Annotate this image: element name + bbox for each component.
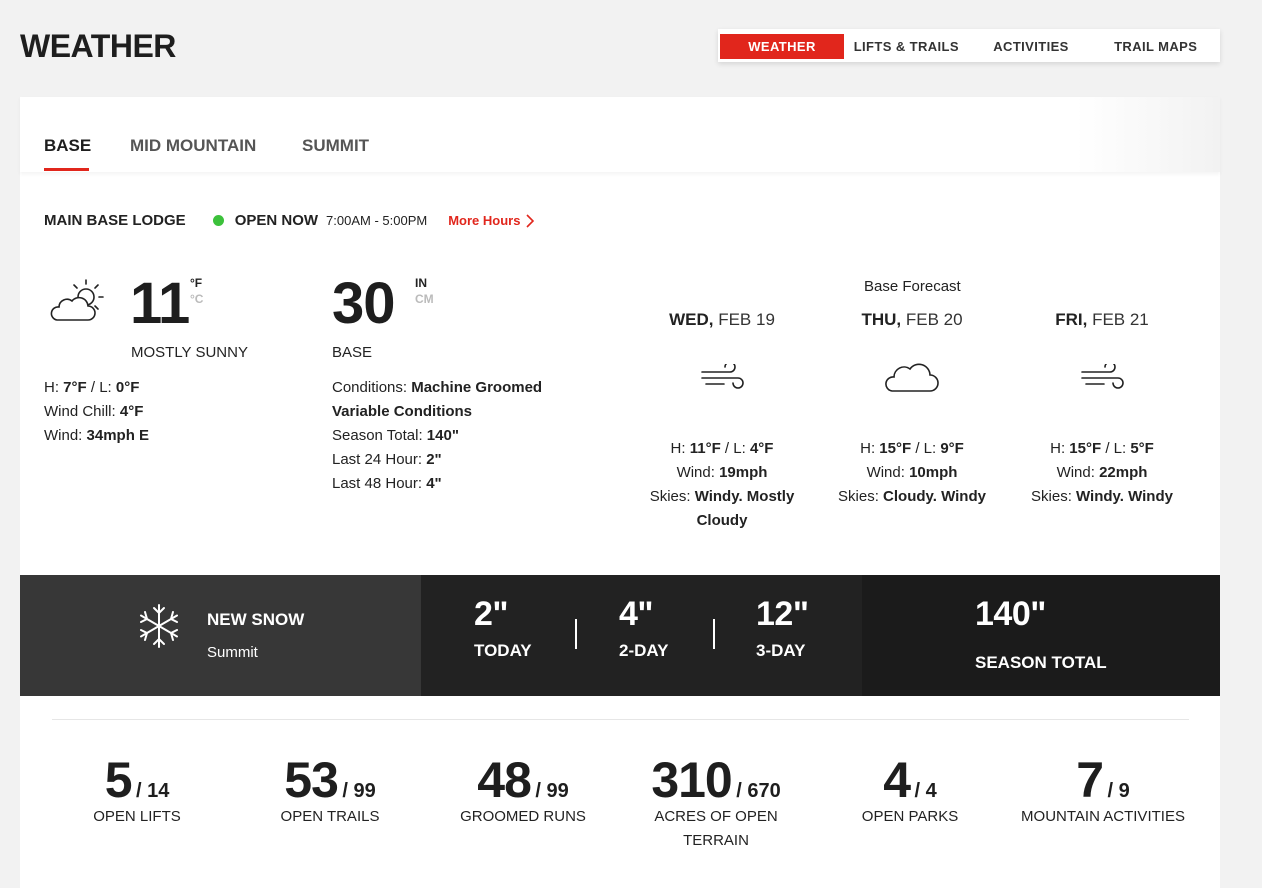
stat-label: ACRES OF OPEN xyxy=(654,808,778,825)
last-24-hour: Last 24 Hour: 2" xyxy=(332,451,442,468)
base-conditions: Conditions: Machine Groomed xyxy=(332,379,543,396)
tab-mid-mountain[interactable]: MID MOUNTAIN xyxy=(130,136,257,155)
forecast-day: FRI, FEB 21 H: 15°F / L: 5°F Wind: 22mph… xyxy=(1007,310,1197,509)
snow-2day-label: 2-DAY xyxy=(619,641,669,660)
forecast-details: H: 11°F / L: 4°F Wind: 19mph Skies: Wind… xyxy=(649,440,795,529)
forecast-date: THU, FEB 20 xyxy=(861,310,963,329)
forecast-date: FRI, FEB 21 xyxy=(1055,310,1149,329)
base-depth: 30 xyxy=(332,271,396,336)
top-nav: WEATHER LIFTS & TRAILS ACTIVITIES TRAIL … xyxy=(718,29,1220,62)
season-total-value: 140" xyxy=(975,595,1046,633)
active-tab-indicator xyxy=(44,168,89,171)
stat-value: 7 xyxy=(1076,752,1104,808)
snow-3day-value: 12" xyxy=(756,595,809,633)
unit-inches[interactable]: IN xyxy=(415,276,427,290)
current-wind-chill: Wind Chill: 4°F xyxy=(44,403,144,420)
stat-label-2: TERRAIN xyxy=(683,832,749,849)
stat-value: 310 xyxy=(651,752,732,808)
forecast-details: H: 15°F / L: 9°F Wind: 10mph Skies: Clou… xyxy=(838,440,986,505)
cloud-icon xyxy=(817,344,1007,409)
stat-value: 53 xyxy=(284,752,339,808)
tab-lifts-trails[interactable]: LIFTS & TRAILS xyxy=(853,39,959,54)
location-tabs: BASE MID MOUNTAIN SUMMIT xyxy=(20,97,1220,172)
unit-celsius[interactable]: °C xyxy=(190,292,204,306)
stat-open-lifts[interactable]: 5 / 14 OPEN LIFTS xyxy=(40,755,234,829)
tab-trail-maps[interactable]: TRAIL MAPS xyxy=(1114,39,1198,54)
new-snow-totals: 2" TODAY 4" 2-DAY 12" 3-DAY xyxy=(421,575,862,696)
wind-icon xyxy=(627,344,817,409)
divider xyxy=(713,619,715,649)
stat-groomed-runs[interactable]: 48 / 99 GROOMED RUNS xyxy=(426,755,620,829)
season-total-block: 140" SEASON TOTAL xyxy=(862,575,1220,696)
season-total-label: SEASON TOTAL xyxy=(975,653,1107,672)
more-hours-label: More Hours xyxy=(448,213,521,228)
new-snow-location: Summit xyxy=(207,644,258,661)
lodge-hours: 7:00AM - 5:00PM xyxy=(326,213,428,228)
unit-centimeters[interactable]: CM xyxy=(415,292,434,306)
wind-icon xyxy=(1007,344,1197,409)
partly-cloudy-icon xyxy=(48,277,108,330)
stat-label: MOUNTAIN ACTIVITIES xyxy=(1021,808,1185,825)
base-conditions-2: Variable Conditions xyxy=(332,403,473,420)
divider xyxy=(575,619,577,649)
tab-base[interactable]: BASE xyxy=(44,136,92,155)
forecast-day: WED, FEB 19 H: 11°F / L: 4°F Wind: 19mph… xyxy=(627,310,817,533)
unit-fahrenheit[interactable]: °F xyxy=(190,276,203,290)
tab-activities[interactable]: ACTIVITIES xyxy=(993,39,1069,54)
snow-today-label: TODAY xyxy=(474,641,532,660)
stat-label: OPEN TRAILS xyxy=(280,808,380,825)
base-details: Conditions: Machine Groomed Variable Con… xyxy=(332,376,542,496)
stat-label: OPEN PARKS xyxy=(861,808,959,825)
stat-total: / 99 xyxy=(535,780,569,802)
stat-label: GROOMED RUNS xyxy=(460,808,586,825)
season-total: Season Total: 140" xyxy=(332,427,459,444)
new-snow-band: NEW SNOW Summit 2" TODAY 4" 2-DAY 12" 3-… xyxy=(20,575,1220,696)
stat-label: OPEN LIFTS xyxy=(93,808,181,825)
chevron-right-icon xyxy=(526,213,535,228)
current-wind: Wind: 34mph E xyxy=(44,427,150,444)
tab-summit[interactable]: SUMMIT xyxy=(302,136,370,155)
stat-total: / 670 xyxy=(736,780,781,802)
stat-open-trails[interactable]: 53 / 99 OPEN TRAILS xyxy=(233,755,427,829)
lodge-status-row: MAIN BASE LODGE OPEN NOW 7:00AM - 5:00PM… xyxy=(44,212,535,229)
forecast-details: H: 15°F / L: 5°F Wind: 22mph Skies: Wind… xyxy=(1031,440,1173,505)
last-48-hour: Last 48 Hour: 4" xyxy=(332,475,442,492)
stat-value: 4 xyxy=(883,752,911,808)
more-hours-link[interactable]: More Hours xyxy=(448,213,535,228)
forecast-day: THU, FEB 20 H: 15°F / L: 9°F Wind: 10mph… xyxy=(817,310,1007,509)
stat-total: / 14 xyxy=(135,780,170,802)
page-title: WEATHER xyxy=(20,28,176,64)
open-status-dot xyxy=(212,215,224,226)
weather-card: BASE MID MOUNTAIN SUMMIT MAIN BASE LODGE… xyxy=(20,97,1220,888)
snowflake-icon xyxy=(136,603,182,654)
new-snow-header: NEW SNOW Summit xyxy=(20,575,421,696)
open-status: OPEN NOW xyxy=(234,212,319,229)
current-condition: MOSTLY SUNNY xyxy=(131,344,248,361)
stat-open-parks[interactable]: 4 / 4 OPEN PARKS xyxy=(813,755,1007,829)
stat-value: 48 xyxy=(477,752,532,808)
stat-total: / 4 xyxy=(914,780,937,802)
new-snow-title: NEW SNOW xyxy=(207,610,305,629)
current-temp: 11 xyxy=(130,271,190,336)
lodge-name: MAIN BASE LODGE xyxy=(44,212,186,229)
forecast-title: Base Forecast xyxy=(864,278,961,295)
current-details: H: 7°F / L: 0°F Wind Chill: 4°F Wind: 34… xyxy=(44,376,149,448)
divider xyxy=(52,719,1189,720)
current-high-low: H: 7°F / L: 0°F xyxy=(44,379,140,396)
base-depth-label: BASE xyxy=(332,344,373,361)
stat-value: 5 xyxy=(104,752,133,808)
tab-weather[interactable]: WEATHER xyxy=(720,34,844,59)
forecast-date: WED, FEB 19 xyxy=(669,310,775,329)
stat-total: / 9 xyxy=(1107,780,1130,802)
stat-mountain-activities[interactable]: 7 / 9 MOUNTAIN ACTIVITIES xyxy=(1006,755,1200,829)
stat-total: / 99 xyxy=(342,780,376,802)
stat-acres-open[interactable]: 310 / 670 ACRES OF OPEN TERRAIN xyxy=(619,755,813,853)
snow-2day-value: 4" xyxy=(619,595,654,633)
snow-3day-label: 3-DAY xyxy=(756,641,806,660)
snow-today-value: 2" xyxy=(474,595,509,633)
